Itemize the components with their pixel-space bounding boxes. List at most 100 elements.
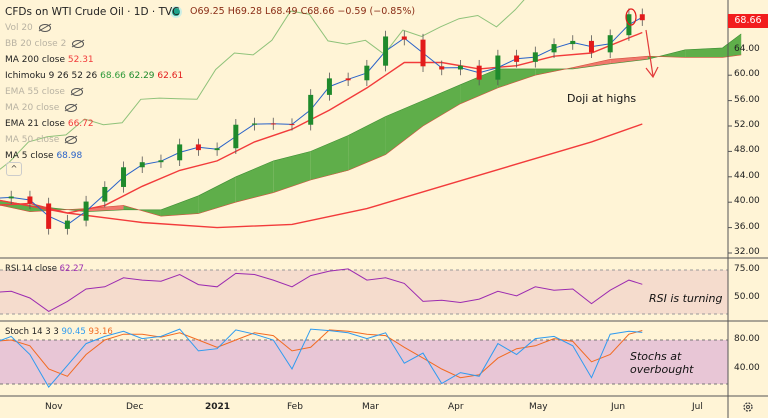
legend-bb[interactable]: BB 20 close 2 — [5, 36, 183, 52]
legend-label: BB 20 close 2 — [5, 39, 67, 49]
price-tick-label: 32.00 — [734, 247, 760, 257]
candle-body — [476, 65, 482, 80]
time-tick-label: Dec — [126, 402, 144, 412]
legend-value: 62.29 — [128, 71, 155, 81]
candle-body — [214, 148, 220, 151]
ichimoku-cloud-bullish — [423, 84, 461, 126]
rsi-tick-label: 50.00 — [734, 292, 760, 302]
ichimoku-cloud-bullish — [385, 100, 424, 155]
ohlc-readout: O69.25 H69.28 L68.49 C68.66 −0.59 (−0.85… — [190, 6, 416, 17]
rsi-annotation: RSI is turning — [649, 292, 723, 305]
price-tick-label: 60.00 — [734, 69, 760, 80]
rsi-band — [0, 270, 728, 314]
ichimoku-cloud-bearish — [610, 56, 648, 64]
stoch-band — [0, 340, 728, 384]
stoch-tick-label: 40.00 — [734, 363, 760, 373]
candle-body — [364, 65, 370, 81]
stoch-tick-label: 80.00 — [734, 334, 760, 344]
candle-body — [570, 40, 576, 45]
candle-body — [588, 40, 594, 53]
legend-vol[interactable]: Vol 20 — [5, 20, 183, 36]
stoch-d-line — [0, 329, 643, 379]
legend-ma200[interactable]: MA 200 close 52.31 — [5, 52, 183, 68]
legend-ma20[interactable]: MA 20 close — [5, 100, 183, 116]
legend-label: Vol 20 — [5, 23, 33, 33]
candle-body — [457, 65, 463, 70]
candle-body — [83, 201, 89, 221]
rsi-line — [0, 268, 643, 312]
ichimoku-cloud-bullish — [235, 160, 274, 203]
ichimoku-span-b — [0, 54, 742, 217]
candle-body — [439, 66, 445, 70]
ichimoku-cloud-bearish — [572, 59, 611, 69]
candle-body — [195, 144, 201, 151]
candle-body — [639, 14, 645, 21]
rsi-legend[interactable]: RSI 14 close 62.27 — [5, 264, 84, 274]
legend-label: MA 20 close — [5, 103, 60, 113]
candle-body — [607, 35, 613, 53]
hidden-eye-icon[interactable] — [38, 23, 51, 32]
rsi-value: 62.27 — [59, 264, 84, 274]
legend-ema55[interactable]: EMA 55 close — [5, 84, 183, 100]
legend-value: 52.31 — [67, 55, 94, 65]
ichimoku-cloud-bullish — [460, 68, 498, 104]
chart-title[interactable]: CFDs on WTI Crude Oil · 1D · TVC — [5, 6, 180, 18]
price-tick-label: 36.00 — [734, 221, 760, 232]
doji-highlight-circle — [625, 8, 637, 26]
hidden-eye-icon[interactable] — [70, 87, 83, 96]
stoch-annotation-line: overbought — [630, 363, 694, 376]
legend-label: MA 50 close — [5, 135, 60, 145]
candle-body — [420, 39, 426, 67]
ichimoku-span-a — [0, 33, 742, 213]
ichimoku-cloud-bullish — [160, 195, 199, 217]
legend-ma5[interactable]: MA 5 close 68.98 — [5, 148, 183, 164]
candle-body — [121, 167, 127, 187]
ichimoku-cloud-bullish — [722, 33, 742, 58]
legend-value: 68.98 — [56, 151, 83, 161]
candle-body — [401, 36, 407, 40]
legend-label: EMA 55 close — [5, 87, 65, 97]
stoch-d-value: 93.16 — [88, 327, 113, 337]
candle-body — [270, 123, 276, 125]
price-tick-label: 52.00 — [734, 120, 760, 130]
price-tick-label: 48.00 — [734, 145, 760, 156]
candle-body — [514, 55, 520, 62]
doji-annotation: Doji at highs — [567, 92, 637, 105]
candle-body — [252, 123, 258, 125]
indicator-legend: CFDs on WTI Crude Oil · 1D · TVC Vol 20 … — [5, 4, 183, 164]
time-tick-label: Feb — [287, 402, 303, 412]
settings-gear-icon[interactable] — [743, 402, 753, 412]
legend-label: Ichimoku 9 26 52 26 — [5, 71, 98, 81]
hidden-eye-icon[interactable] — [72, 39, 85, 48]
price-tick-label: 44.00 — [734, 170, 760, 181]
stoch-legend[interactable]: Stoch 14 3 3 90.45 93.16 — [5, 327, 113, 337]
time-tick-label: Jun — [611, 402, 626, 412]
candle-body — [158, 160, 164, 163]
legend-value: 68.66 — [100, 71, 126, 81]
candle-body — [233, 124, 239, 149]
ichimoku-cloud-bullish — [29, 205, 87, 212]
ma5-line — [0, 16, 643, 226]
candle-body — [326, 78, 332, 95]
stoch-label: Stoch 14 3 3 — [5, 327, 59, 337]
candle-body — [345, 78, 351, 81]
candle-body — [102, 186, 108, 202]
ichimoku-cloud-bullish — [348, 116, 386, 171]
stoch-k-line — [0, 328, 643, 388]
candle-body — [308, 94, 314, 125]
ichimoku-cloud-bullish — [0, 200, 30, 212]
collapse-legend-button[interactable]: ^ — [6, 162, 22, 176]
down-arrow-icon — [645, 29, 659, 79]
hidden-eye-icon[interactable] — [65, 103, 78, 112]
legend-ema21[interactable]: EMA 21 close 66.72 — [5, 116, 183, 132]
market-status-icon[interactable] — [172, 8, 180, 16]
candle-body — [383, 36, 389, 66]
stoch-annotation-line: Stochs at — [630, 350, 682, 363]
price-tick-label: 56.00 — [734, 94, 760, 105]
legend-value: 66.72 — [67, 119, 94, 129]
legend-ichimoku[interactable]: Ichimoku 9 26 52 26 68.66 62.29 62.61 — [5, 68, 183, 84]
legend-ma50[interactable]: MA 50 close — [5, 132, 183, 148]
stoch-annotation: Stochs at overbought — [630, 350, 693, 376]
hidden-eye-icon[interactable] — [65, 135, 78, 144]
